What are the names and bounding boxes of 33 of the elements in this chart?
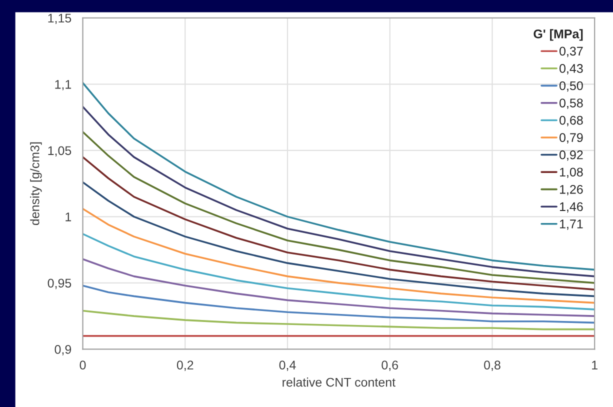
y-tick-label: 1,05 bbox=[48, 146, 72, 157]
legend-label: 0,43 bbox=[560, 64, 583, 74]
x-tick-label: 0,6 bbox=[382, 360, 398, 371]
y-axis-title: density [g/cm3] bbox=[30, 142, 42, 226]
legend-label: 0,79 bbox=[560, 133, 583, 144]
line-series bbox=[82, 258, 595, 317]
y-tick-label: 1,1 bbox=[55, 80, 72, 90]
line-series bbox=[82, 233, 595, 310]
x-axis-title: relative CNT content bbox=[282, 378, 396, 387]
legend-title: G' [MPa] bbox=[534, 29, 583, 41]
line-series bbox=[82, 181, 595, 298]
x-tick-label: 0,4 bbox=[279, 360, 296, 371]
legend-label: 1,71 bbox=[560, 220, 583, 230]
x-tick-label: 0,8 bbox=[484, 360, 500, 371]
legend-label: 0,50 bbox=[560, 81, 583, 92]
legend-label: 0,58 bbox=[560, 98, 583, 109]
y-tick-label: 0,9 bbox=[54, 345, 72, 356]
y-tick-label: 0,95 bbox=[48, 278, 72, 290]
line-series bbox=[82, 82, 595, 271]
line-series bbox=[82, 310, 595, 330]
y-tick-label: 1,15 bbox=[48, 14, 72, 24]
y-tick-label: 1 bbox=[66, 212, 72, 222]
legend-label: 0,92 bbox=[560, 150, 583, 161]
line-series bbox=[82, 130, 595, 284]
legend-label: 0,68 bbox=[560, 116, 583, 126]
x-tick-label: 1 bbox=[592, 360, 598, 370]
legend-label: 1,46 bbox=[560, 202, 583, 213]
x-tick-label: 0,2 bbox=[176, 360, 194, 371]
legend-label: 0,37 bbox=[560, 46, 583, 58]
legend-label: 1,08 bbox=[560, 168, 583, 178]
legend-label: 1,26 bbox=[560, 184, 583, 196]
x-tick-label: 0 bbox=[80, 360, 86, 370]
line-series bbox=[82, 284, 595, 324]
